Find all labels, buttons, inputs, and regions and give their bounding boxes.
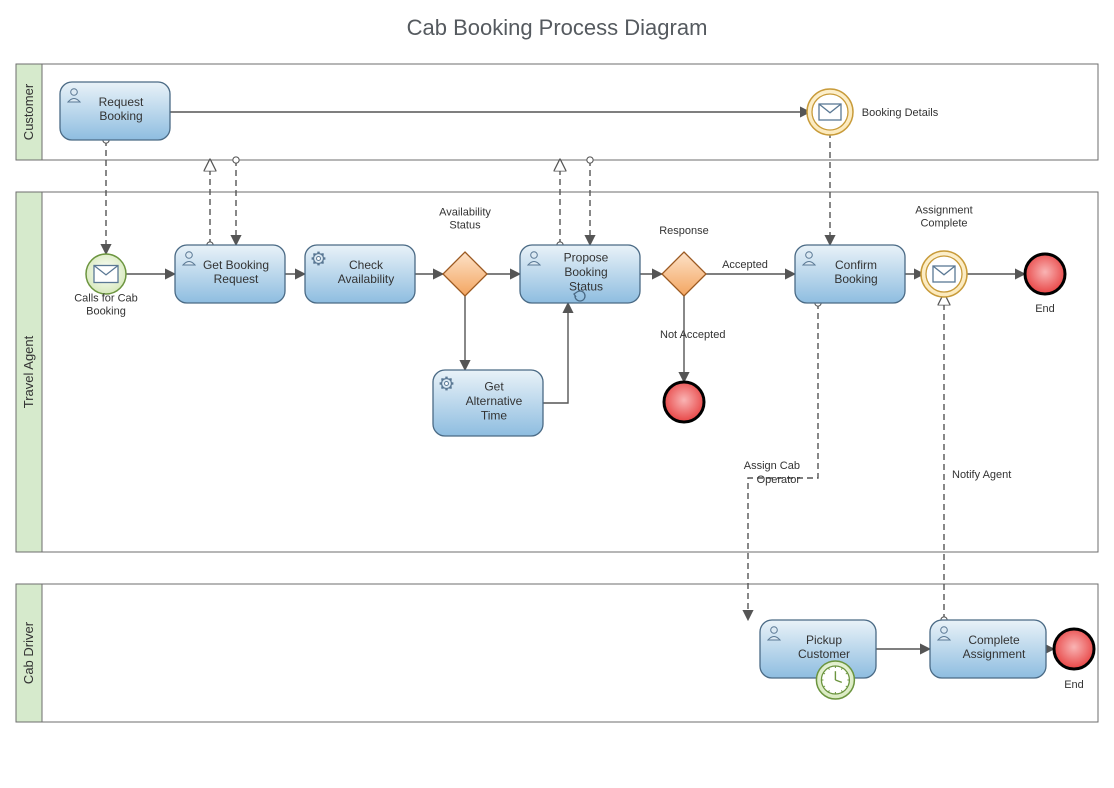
task-get_booking: Get BookingRequest [175, 245, 285, 303]
svg-text:CompleteAssignment: CompleteAssignment [963, 633, 1026, 661]
svg-text:Booking Details: Booking Details [862, 107, 939, 119]
svg-text:RequestBooking: RequestBooking [99, 95, 144, 123]
lane-label-driver: Cab Driver [21, 621, 36, 684]
event-ev_end1 [664, 382, 704, 422]
task-complete: CompleteAssignment [930, 620, 1046, 678]
svg-text:End: End [1035, 303, 1055, 315]
diagram-title: Cab Booking Process Diagram [407, 15, 708, 40]
task-check_avail: CheckAvailability [305, 245, 415, 303]
lane-label-agent: Travel Agent [21, 335, 36, 408]
svg-text:ProposeBookingStatus: ProposeBookingStatus [564, 251, 609, 294]
lane-label-customer: Customer [21, 83, 36, 140]
svg-text:Response: Response [659, 225, 709, 237]
svg-text:AssignmentComplete: AssignmentComplete [915, 204, 972, 229]
edge-label-8: Accepted [722, 259, 768, 271]
edge-label-21: Notify Agent [952, 469, 1011, 481]
edge-label-9: Not Accepted [660, 329, 725, 341]
svg-text:ConfirmBooking: ConfirmBooking [834, 258, 877, 286]
task-request_booking: RequestBooking [60, 82, 170, 140]
svg-text:End: End [1064, 679, 1084, 691]
task-get_alt: GetAlternativeTime [433, 370, 543, 436]
task-propose: ProposeBookingStatus [520, 245, 640, 303]
task-confirm: ConfirmBooking [795, 245, 905, 303]
